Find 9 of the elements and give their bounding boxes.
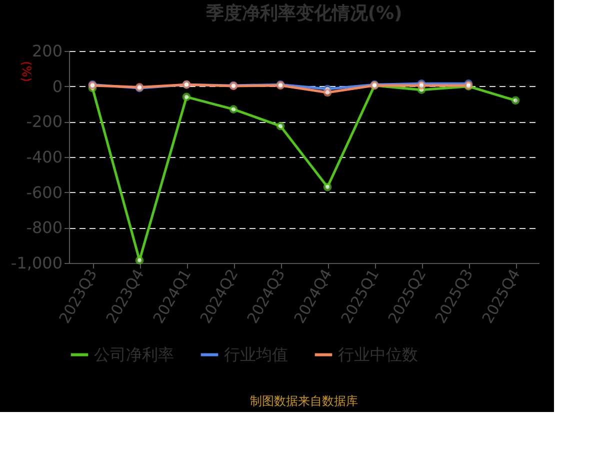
text: 制图数据来自数据库 [250, 394, 358, 408]
y-tick-label: -400 [26, 148, 62, 166]
y-tick-label: 0 [52, 76, 62, 96]
y-axis-title: (%) [20, 61, 34, 82]
y-tick-label: -1,000 [10, 254, 62, 272]
y-tick-label: -800 [26, 218, 62, 238]
y-tick-label: 200 [32, 42, 62, 60]
y-tick-label: -200 [26, 112, 62, 132]
y-tick-label: -600 [26, 182, 62, 202]
